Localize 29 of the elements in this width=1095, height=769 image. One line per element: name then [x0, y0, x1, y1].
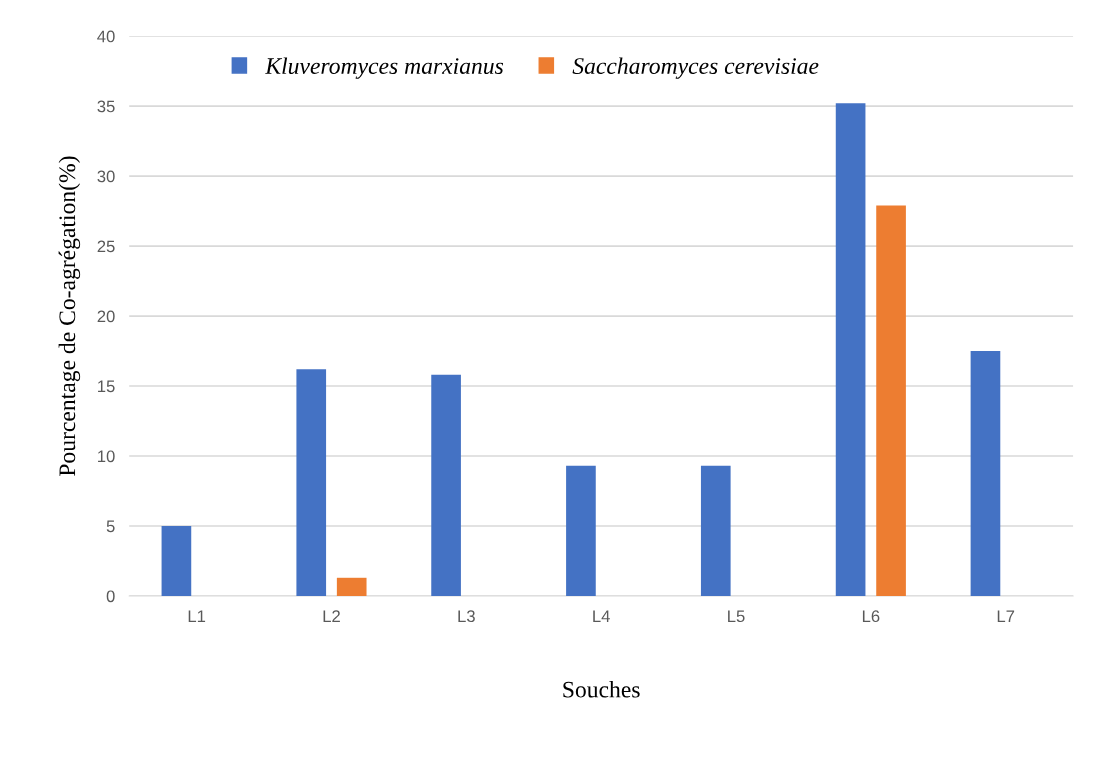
y-tick-label: 0 — [106, 590, 115, 603]
legend-label: Kluveromyces marxianus — [265, 57, 504, 79]
bar — [161, 526, 192, 596]
bar — [876, 205, 906, 596]
x-tick-label: L5 — [728, 610, 745, 623]
x-tick-label: L4 — [593, 610, 610, 622]
y-axis-title: Pourcentage de Co-agrégation(%) — [58, 156, 81, 476]
bar — [970, 351, 1001, 596]
bar — [336, 577, 367, 596]
x-tick-label: L1 — [188, 610, 206, 622]
y-tick-label: 40 — [97, 30, 115, 43]
bar — [566, 465, 596, 596]
y-tick-label: 10 — [98, 450, 115, 463]
y-tick-label: 15 — [98, 380, 115, 393]
y-tick-label: 5 — [106, 520, 115, 533]
x-axis-title: Souches — [563, 680, 640, 698]
y-tick-label: 35 — [97, 100, 115, 113]
bar — [700, 465, 731, 596]
bar — [835, 103, 866, 596]
y-tick-label: 30 — [97, 170, 115, 183]
bar — [296, 369, 327, 596]
x-tick-label: L6 — [862, 610, 880, 623]
legend-label: Saccharomyces cerevisiae — [572, 57, 819, 79]
x-tick-label: L7 — [997, 610, 1015, 622]
y-tick-label: 20 — [97, 310, 115, 323]
x-tick-label: L3 — [458, 610, 475, 623]
y-tick-label: 25 — [97, 240, 115, 253]
x-tick-label: L2 — [323, 610, 340, 622]
bar — [431, 374, 461, 596]
